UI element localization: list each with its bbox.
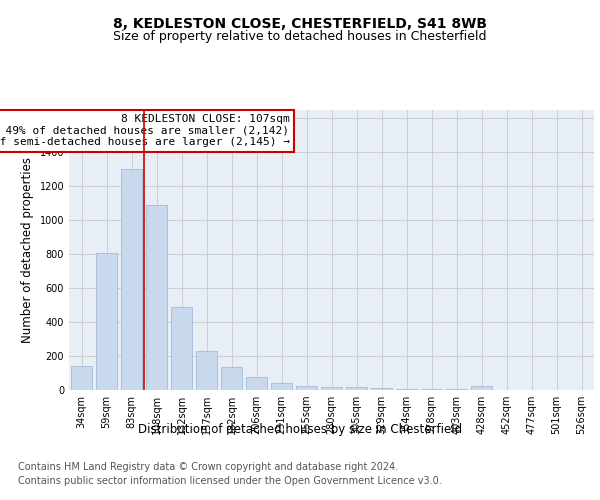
- Text: Size of property relative to detached houses in Chesterfield: Size of property relative to detached ho…: [113, 30, 487, 43]
- Text: Distribution of detached houses by size in Chesterfield: Distribution of detached houses by size …: [138, 422, 462, 436]
- Bar: [196, 351, 217, 390]
- Text: 8 KEDLESTON CLOSE: 107sqm
← 49% of detached houses are smaller (2,142)
50% of se: 8 KEDLESTON CLOSE: 107sqm ← 49% of detac…: [0, 114, 290, 148]
- Text: 8, KEDLESTON CLOSE, CHESTERFIELD, S41 8WB: 8, KEDLESTON CLOSE, CHESTERFIELD, S41 8W…: [113, 18, 487, 32]
- Bar: [221, 367, 242, 390]
- Bar: [371, 388, 392, 390]
- Bar: [321, 386, 342, 390]
- Y-axis label: Number of detached properties: Number of detached properties: [21, 157, 34, 343]
- Bar: [346, 388, 367, 390]
- Bar: [121, 170, 142, 390]
- Text: Contains HM Land Registry data © Crown copyright and database right 2024.: Contains HM Land Registry data © Crown c…: [18, 462, 398, 472]
- Bar: [71, 366, 92, 390]
- Bar: [471, 386, 492, 390]
- Bar: [146, 205, 167, 390]
- Bar: [271, 383, 292, 390]
- Text: Contains public sector information licensed under the Open Government Licence v3: Contains public sector information licen…: [18, 476, 442, 486]
- Bar: [171, 307, 192, 390]
- Bar: [246, 378, 267, 390]
- Bar: [296, 386, 317, 390]
- Bar: [96, 252, 117, 390]
